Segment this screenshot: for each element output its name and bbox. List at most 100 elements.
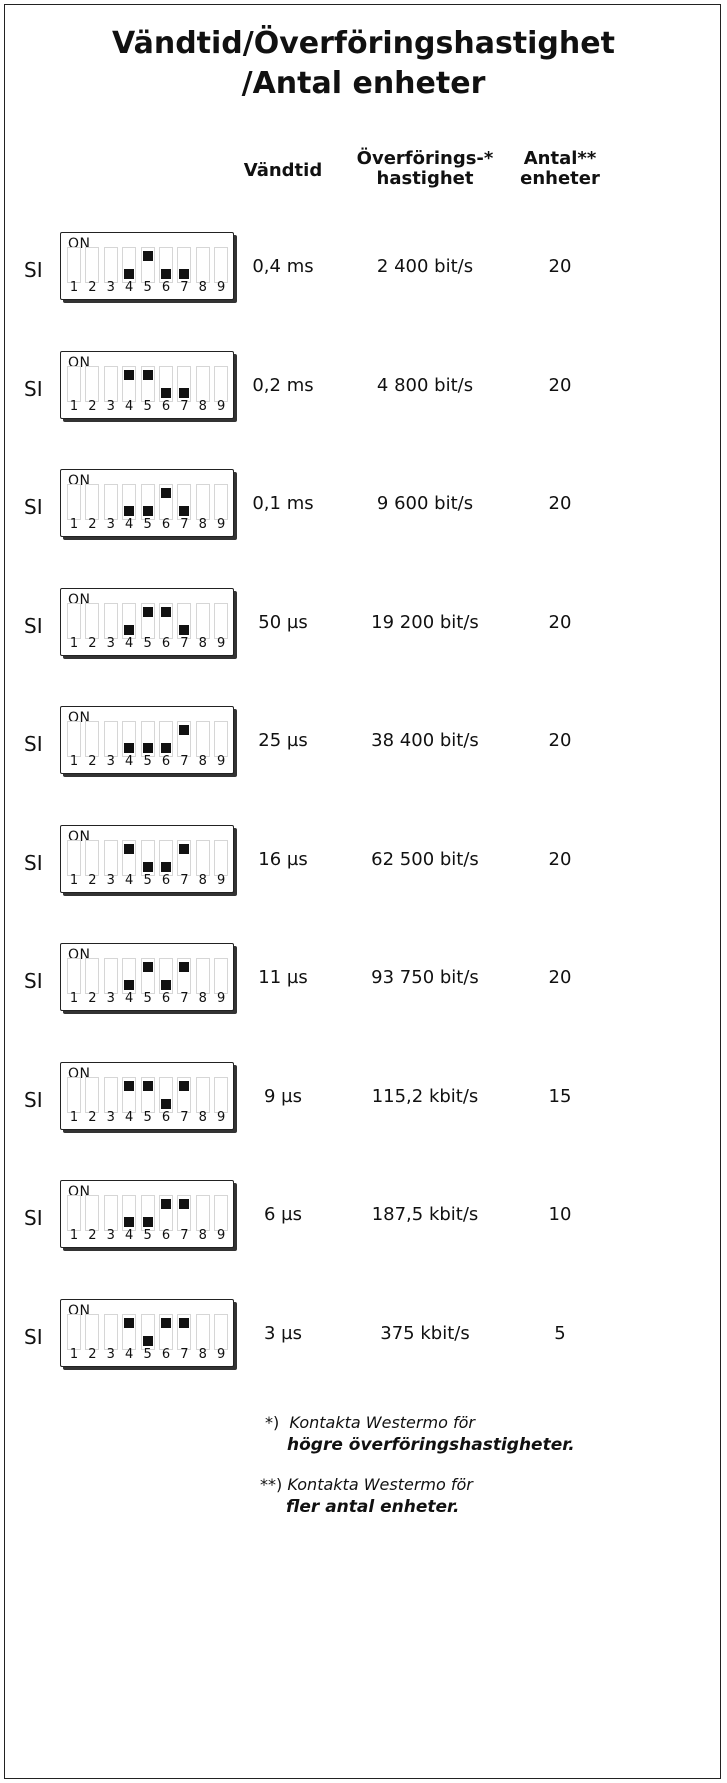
header-vandtid: Vändtid xyxy=(243,160,323,181)
dip-slot-7 xyxy=(177,721,192,757)
switch-label: SI xyxy=(24,1088,43,1112)
header-units-line2: enheter xyxy=(520,168,600,189)
footnote-1: *) Kontakta Westermo för högre överförin… xyxy=(265,1412,575,1456)
dip-number: 9 xyxy=(217,517,226,532)
dip-slot-3 xyxy=(103,958,118,994)
dip-number: 5 xyxy=(143,873,152,888)
dip-slot-9 xyxy=(214,484,229,520)
dip-on-label: ON xyxy=(68,1184,91,1200)
dip-slot-4 xyxy=(122,366,137,402)
dip-slot-9 xyxy=(214,247,229,283)
dip-slot-8 xyxy=(195,721,210,757)
switch-label: SI xyxy=(24,851,43,875)
dip-slot-1 xyxy=(67,958,81,994)
dip-number: 8 xyxy=(198,280,207,295)
dip-knob-down xyxy=(124,625,135,635)
dip-slot-2 xyxy=(85,721,100,757)
dip-knob-down xyxy=(142,862,153,872)
transfer-speed: 38 400 bit/s xyxy=(371,730,479,751)
dip-slot-7 xyxy=(177,1077,192,1113)
dip-slot-4 xyxy=(122,1314,137,1350)
dip-number: 8 xyxy=(198,636,207,651)
dip-knob-down xyxy=(179,388,190,398)
dip-knob-down xyxy=(179,625,190,635)
dip-slot-9 xyxy=(214,1195,229,1231)
dip-slot-7 xyxy=(177,1314,192,1350)
dip-slot-4 xyxy=(122,721,137,757)
dip-slot-1 xyxy=(67,366,81,402)
dip-number: 9 xyxy=(217,1347,226,1362)
dip-knob-down xyxy=(124,980,135,990)
dip-number: 1 xyxy=(69,754,79,769)
dip-slot-9 xyxy=(214,958,229,994)
dip-number: 1 xyxy=(69,399,79,414)
dip-number: 3 xyxy=(106,280,115,295)
dip-slot-7 xyxy=(177,1195,192,1231)
dip-number: 5 xyxy=(143,399,152,414)
dip-number: 8 xyxy=(198,754,207,769)
dip-number: 7 xyxy=(180,517,189,532)
dip-number: 4 xyxy=(125,636,134,651)
dip-slot-5 xyxy=(140,366,155,402)
dip-knob-down xyxy=(142,1336,153,1346)
dip-switch: ON 1 2 3 4 5 6 7 8 9 xyxy=(60,825,234,893)
dip-slot-9 xyxy=(214,721,229,757)
table-row: SI ON 1 2 3 4 5 6 7 8 9 16 µs 62 500 bit/s 20 xyxy=(0,825,727,895)
dip-number: 9 xyxy=(217,754,226,769)
dip-slot-3 xyxy=(103,366,118,402)
footnote-1-marker: *) xyxy=(265,1413,280,1432)
dip-slot-6 xyxy=(159,603,173,639)
table-row: SI ON 1 2 3 4 5 6 7 8 9 50 µs 19 200 bit/s 20 xyxy=(0,588,727,658)
dip-number: 7 xyxy=(180,754,189,769)
dip-number: 6 xyxy=(161,636,171,651)
dip-slot-7 xyxy=(177,840,192,876)
dip-number: 6 xyxy=(161,1347,171,1362)
dip-number: 5 xyxy=(143,1110,152,1125)
dip-slot-1 xyxy=(67,721,81,757)
unit-count: 20 xyxy=(548,967,572,988)
dip-slot-4 xyxy=(122,247,137,283)
switch-label: SI xyxy=(24,614,43,638)
dip-number: 7 xyxy=(180,1347,189,1362)
dip-number: 4 xyxy=(125,991,134,1006)
dip-slot-8 xyxy=(195,840,210,876)
dip-knob-up xyxy=(179,962,190,972)
footnote-2: **) Kontakta Westermo för fler antal enh… xyxy=(260,1474,473,1518)
dip-knob-down xyxy=(142,743,153,753)
dip-switch: ON 1 2 3 4 5 6 7 8 9 xyxy=(60,943,234,1011)
dip-number: 1 xyxy=(69,873,79,888)
dip-number: 6 xyxy=(161,517,171,532)
dip-slot-2 xyxy=(85,1195,100,1231)
unit-count: 15 xyxy=(548,1086,572,1107)
dip-switch: ON 1 2 3 4 5 6 7 8 9 xyxy=(60,232,234,300)
dip-number: 2 xyxy=(88,399,97,414)
dip-slot-3 xyxy=(103,247,118,283)
unit-count: 20 xyxy=(548,493,572,514)
dip-number: 6 xyxy=(161,1228,171,1243)
dip-number: 8 xyxy=(198,399,207,414)
dip-slot-6 xyxy=(159,840,173,876)
dip-number: 8 xyxy=(198,1228,207,1243)
dip-switch: ON 1 2 3 4 5 6 7 8 9 xyxy=(60,1299,234,1367)
transfer-speed: 9 600 bit/s xyxy=(376,493,474,514)
dip-slot-9 xyxy=(214,1314,229,1350)
dip-number: 4 xyxy=(125,1110,134,1125)
dip-slot-5 xyxy=(140,1195,155,1231)
turnaround-time: 16 µs xyxy=(258,849,308,870)
table-row: SI ON 1 2 3 4 5 6 7 8 9 0,4 ms 2 400 bit/s 20 xyxy=(0,232,727,302)
dip-number: 9 xyxy=(217,1228,226,1243)
dip-number: 8 xyxy=(198,1347,207,1362)
dip-number: 5 xyxy=(143,754,152,769)
dip-knob-up xyxy=(161,607,171,617)
dip-switch: ON 1 2 3 4 5 6 7 8 9 xyxy=(60,588,234,656)
dip-number: 1 xyxy=(69,280,79,295)
dip-knob-up xyxy=(142,962,153,972)
dip-number: 5 xyxy=(143,280,152,295)
dip-number: 3 xyxy=(106,1228,115,1243)
dip-number: 2 xyxy=(88,636,97,651)
dip-number: 3 xyxy=(106,636,115,651)
footnote-2-marker: **) xyxy=(260,1475,283,1494)
dip-slot-2 xyxy=(85,840,100,876)
dip-knob-up xyxy=(142,1081,153,1091)
dip-number: 7 xyxy=(180,1228,189,1243)
